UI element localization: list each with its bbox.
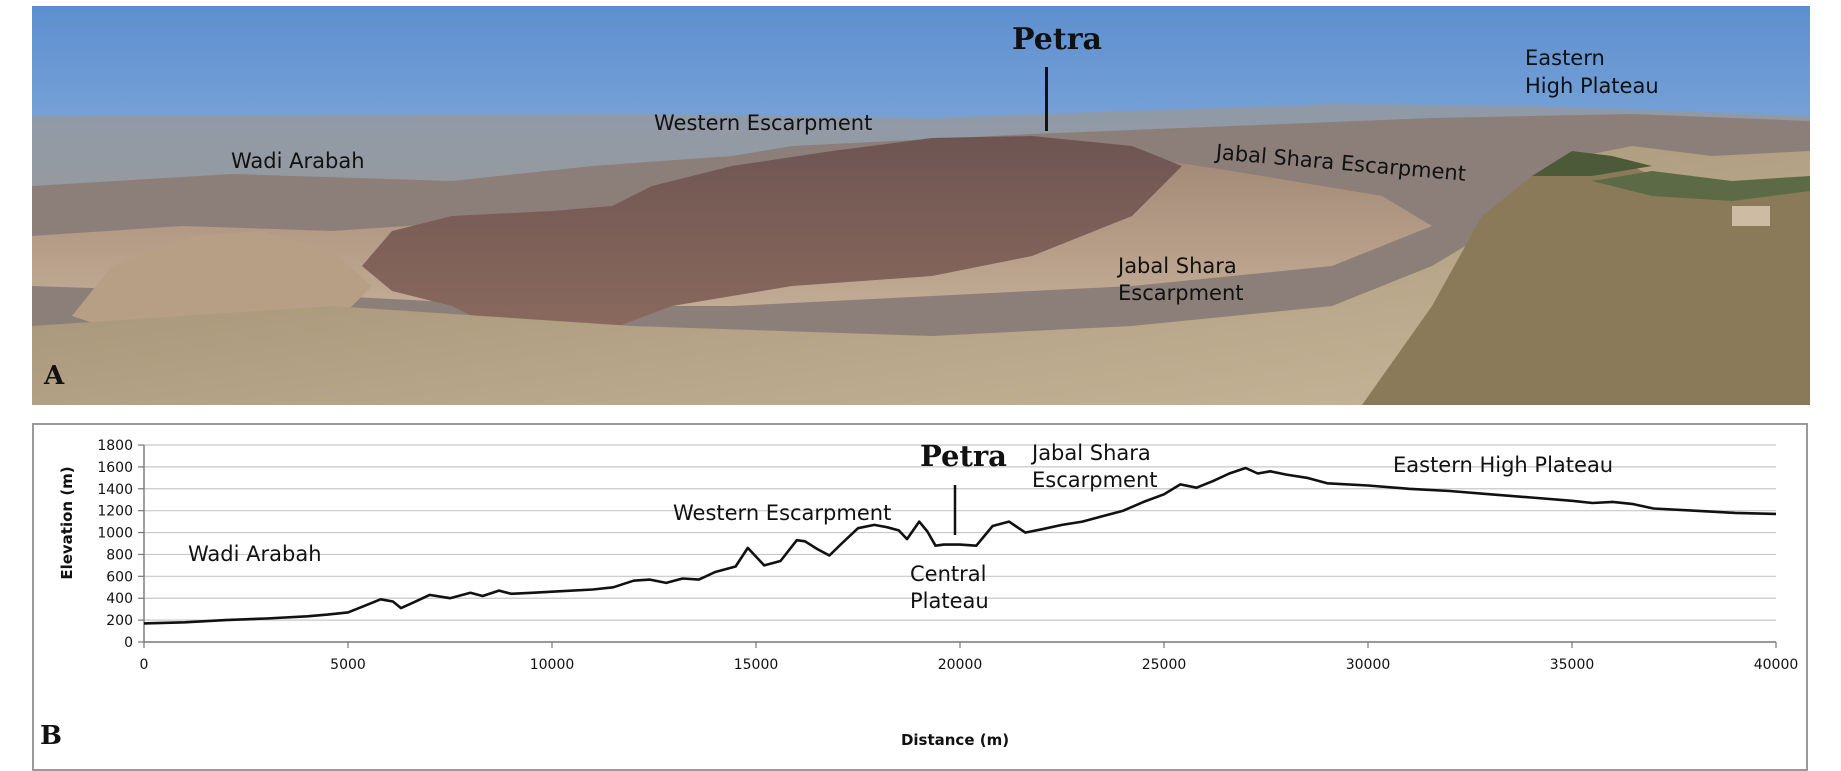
x-tick-label: 15000 [734,657,779,673]
x-tick-label: 30000 [1346,657,1391,673]
eastern-high-plateau-annotation: Eastern High Plateau [1393,453,1614,477]
wadi-arabah-label: Wadi Arabah [231,149,365,173]
x-tick-label: 25000 [1142,657,1187,673]
jabal-shara-label-line1: Jabal Shara [1118,254,1237,278]
petra-label: Petra [1012,22,1102,57]
panel-letter-b: B [40,721,62,751]
central-plateau-annotation-line1: Central [910,562,987,586]
landscape-illustration [32,6,1810,405]
x-tick-label: 5000 [330,657,366,673]
x-tick-label: 35000 [1550,657,1595,673]
y-tick-label: 400 [106,591,133,607]
x-tick-label: 40000 [1754,657,1799,673]
y-tick-label: 1000 [97,526,133,542]
panel-letter-a: A [44,361,65,391]
x-axis-title: Distance (m) [901,731,1009,749]
y-tick-label: 200 [106,613,133,629]
petra-pointer-line [1045,67,1048,131]
jabal-shara-label-line2: Escarpment [1118,281,1244,305]
y-axis-title: Elevation (m) [58,466,76,579]
elevation-profile-line [143,466,1777,625]
wadi-arabah-annotation: Wadi Arabah [188,542,322,566]
y-tick-label: 1800 [97,438,133,454]
y-tick-label: 1400 [97,482,133,498]
grid-lines [144,444,1776,621]
jabal-shara-annotation-line2: Escarpment [1032,468,1158,492]
eastern-high-plateau-label-line2: High Plateau [1525,74,1659,98]
elevation-profile-panel: 0 200 400 600 800 1000 1200 1400 1600 1800 0 5000 10… [32,423,1808,771]
petra-annotation: Petra [920,439,1007,473]
axes [138,444,1777,648]
y-tick-label: 1200 [97,504,133,520]
x-tick-label: 10000 [530,657,575,673]
landscape-photo: Wadi Arabah Western Escarpment Petra Jab… [32,6,1810,405]
central-plateau-annotation-line2: Plateau [910,589,989,613]
western-escarpment-annotation: Western Escarpment [673,501,892,525]
y-tick-label: 0 [124,635,133,651]
x-tick-label: 20000 [938,657,983,673]
eastern-high-plateau-label-line1: Eastern [1525,46,1605,70]
tick-labels: 0 200 400 600 800 1000 1200 1400 1600 1800 0 5000 10… [97,438,1798,673]
western-escarpment-label: Western Escarpment [654,111,873,135]
y-tick-label: 1600 [97,460,133,476]
jabal-shara-annotation-line1: Jabal Shara [1032,441,1151,465]
y-tick-label: 600 [106,569,133,585]
x-tick-label: 0 [140,657,149,673]
elevation-chart: 0 200 400 600 800 1000 1200 1400 1600 1800 0 5000 10… [58,438,1798,749]
y-tick-label: 800 [106,547,133,563]
